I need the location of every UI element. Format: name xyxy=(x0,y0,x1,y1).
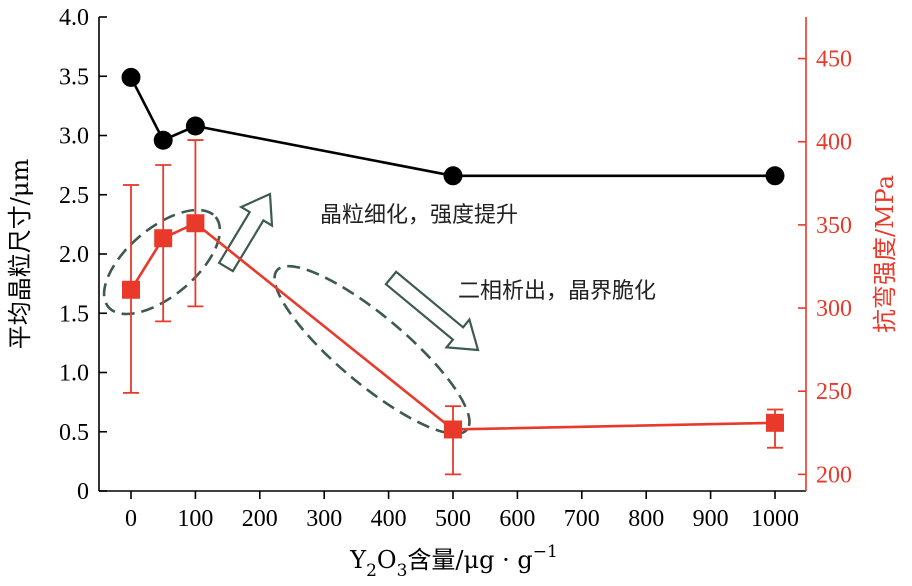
grain-size-point xyxy=(765,166,785,186)
strength-point xyxy=(154,229,173,248)
left-tick-label: 3.0 xyxy=(59,124,89,150)
x-label-o: O xyxy=(377,546,397,574)
x-label-y: Y xyxy=(349,546,367,574)
right-tick-label: 400 xyxy=(816,130,852,156)
x-axis-label: Y2O3含量/μg · g−1 xyxy=(349,542,558,581)
x-tick-label: 100 xyxy=(177,506,213,532)
left-tick-label: 0.5 xyxy=(59,420,89,446)
left-axis-ticks: 0 0.5 1.0 1.5 2.0 2.5 3.0 3.5 4.0 xyxy=(59,5,107,505)
right-tick-label: 450 xyxy=(816,47,852,73)
x-tick-label: 500 xyxy=(435,506,471,532)
right-tick-label: 200 xyxy=(816,462,852,488)
series-line-grain-size xyxy=(129,76,775,178)
left-tick-label: 3.5 xyxy=(59,64,89,90)
highlight-ellipse-refinement xyxy=(102,208,222,316)
x-axis-ticks: 0 100 200 300 400 500 600 700 800 900 1000 xyxy=(125,491,799,532)
x-label-sub-2: 2 xyxy=(366,561,377,581)
right-tick-label: 350 xyxy=(816,213,852,239)
arrow-down-icon xyxy=(384,270,480,352)
x-tick-label: 1000 xyxy=(751,506,799,532)
x-tick-label: 900 xyxy=(693,506,729,532)
right-tick-label: 300 xyxy=(816,296,852,322)
right-axis-label: 抗弯强度/MPa xyxy=(871,175,899,333)
x-tick-label: 600 xyxy=(499,506,535,532)
grain-size-point xyxy=(121,67,141,87)
x-tick-label: 300 xyxy=(306,506,342,532)
left-tick-label: 0 xyxy=(77,479,89,505)
x-tick-label: 0 xyxy=(125,506,137,532)
x-label-rest: 含量/μg · g xyxy=(407,546,532,574)
arrow-up-icon xyxy=(217,192,274,273)
left-axis-label: 平均晶粒尺寸/μm xyxy=(6,159,34,350)
grain-size-point xyxy=(443,166,463,186)
strength-point xyxy=(444,420,462,439)
right-axis-ticks: 200 250 300 350 400 450 xyxy=(798,47,852,488)
left-tick-label: 2.0 xyxy=(59,242,89,268)
left-tick-label: 1.5 xyxy=(59,301,89,327)
annotation-precipitation: 二相析出，晶界脆化 xyxy=(458,279,656,304)
left-tick-label: 2.5 xyxy=(59,183,89,209)
highlight-ellipses xyxy=(102,208,471,436)
x-tick-label: 700 xyxy=(564,506,600,532)
left-tick-label: 4.0 xyxy=(59,5,89,31)
strength-point xyxy=(122,280,140,299)
series-layer xyxy=(121,67,785,476)
x-tick-label: 200 xyxy=(242,506,278,532)
x-tick-label: 400 xyxy=(371,506,407,532)
grain-size-point xyxy=(185,116,205,136)
annotation-refinement: 晶粒细化，强度提升 xyxy=(320,203,518,228)
x-label-sup: −1 xyxy=(533,542,558,562)
grain-size-point xyxy=(153,130,173,150)
strength-point xyxy=(766,413,784,432)
strength-point xyxy=(186,214,205,233)
x-label-sub-3: 3 xyxy=(397,561,408,581)
left-tick-label: 1.0 xyxy=(59,361,89,387)
x-tick-label: 800 xyxy=(628,506,664,532)
right-tick-label: 250 xyxy=(816,379,852,405)
